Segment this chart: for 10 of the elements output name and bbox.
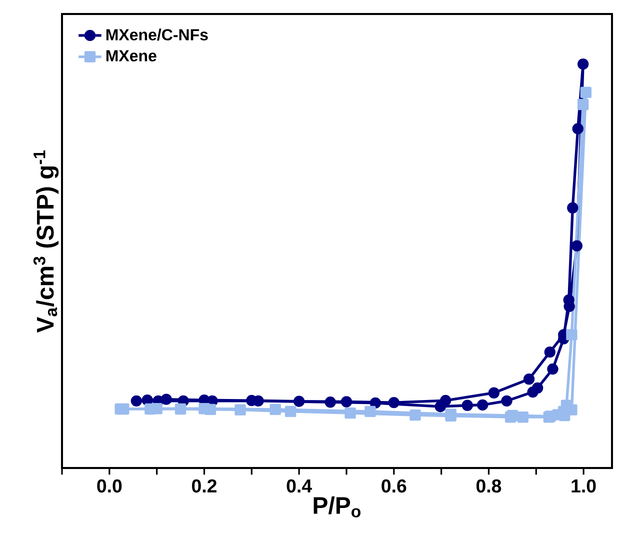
x-tick-label: 0.2 <box>192 479 216 493</box>
y-axis-title: V$_{a}$/cm$^{3}$ (STP) g$^{-1}$ <box>33 150 59 333</box>
legend-label: MXene/C-NFs <box>106 28 208 41</box>
x-axis-title: P/P$_{o}$ <box>314 496 360 518</box>
x-tick-label: 0.8 <box>476 479 502 493</box>
x-tick-label: 0.4 <box>286 479 312 493</box>
legend-label: MXene <box>106 50 156 62</box>
x-tick-label: 0.0 <box>97 479 122 493</box>
x-tick-label: 1.0 <box>572 479 596 493</box>
x-tick-label: 0.6 <box>382 479 406 493</box>
